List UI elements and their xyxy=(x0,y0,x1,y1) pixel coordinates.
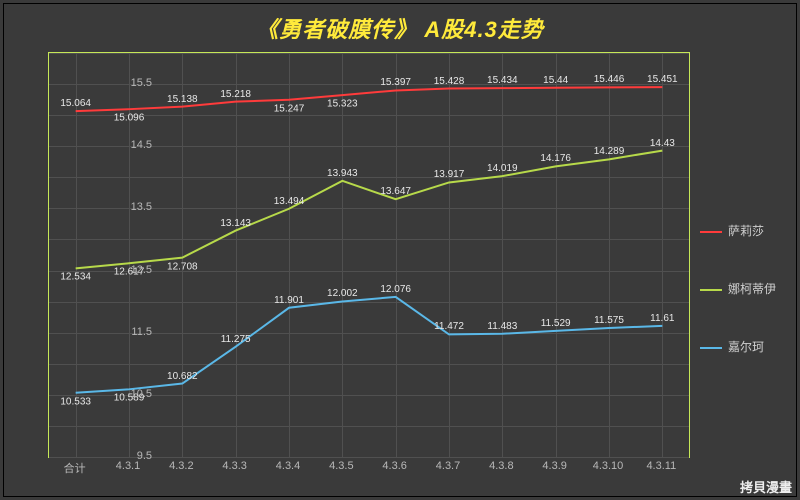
data-label: 10.533 xyxy=(60,396,91,407)
legend-swatch xyxy=(700,289,722,291)
data-label: 15.44 xyxy=(543,75,568,86)
x-axis-label: 4.3.8 xyxy=(489,460,513,472)
data-label: 11.483 xyxy=(487,321,517,332)
data-label: 15.096 xyxy=(114,112,145,123)
y-axis-label: 13.5 xyxy=(131,201,152,213)
x-axis-label: 4.3.6 xyxy=(382,460,406,472)
data-label: 11.61 xyxy=(650,313,674,324)
legend-label: 萨莉莎 xyxy=(728,224,764,238)
x-axis-label: 4.3.7 xyxy=(436,460,460,472)
data-label: 13.647 xyxy=(380,186,411,197)
legend-swatch xyxy=(700,231,722,233)
data-label: 15.434 xyxy=(487,75,518,86)
series-line xyxy=(76,297,663,393)
legend-label: 嘉尔珂 xyxy=(728,340,764,354)
data-label: 12.076 xyxy=(380,284,411,295)
data-label: 13.494 xyxy=(274,196,305,207)
data-label: 15.218 xyxy=(220,88,251,99)
data-label: 13.143 xyxy=(220,217,251,228)
x-axis-label: 4.3.11 xyxy=(646,460,676,472)
legend-item: 娜柯蒂伊 xyxy=(700,280,776,297)
data-label: 14.176 xyxy=(540,153,571,164)
legend-swatch xyxy=(700,347,722,349)
data-label: 11.472 xyxy=(434,321,464,332)
data-label: 11.901 xyxy=(274,295,304,306)
data-label: 14.43 xyxy=(650,137,675,148)
legend-label: 娜柯蒂伊 xyxy=(728,282,776,296)
data-label: 15.397 xyxy=(380,77,411,88)
data-label: 13.917 xyxy=(434,169,465,180)
chart-title: 《勇者破膜传》 A股4.3走势 xyxy=(0,12,800,44)
data-label: 12.708 xyxy=(167,261,198,272)
x-axis-label: 4.3.3 xyxy=(222,460,246,472)
x-axis-label: 4.3.4 xyxy=(276,460,300,472)
data-label: 15.323 xyxy=(327,98,358,109)
data-label: 11.575 xyxy=(594,315,624,326)
data-label: 12.534 xyxy=(60,272,91,283)
data-label: 15.451 xyxy=(647,74,678,85)
data-label: 14.019 xyxy=(487,163,518,174)
data-label: 15.446 xyxy=(594,74,625,85)
legend-item: 嘉尔珂 xyxy=(700,338,764,355)
x-axis-label: 4.3.5 xyxy=(329,460,353,472)
y-axis-label: 11.5 xyxy=(131,326,152,338)
x-axis-label: 合计 xyxy=(64,460,86,476)
data-label: 15.064 xyxy=(60,98,91,109)
data-label: 15.428 xyxy=(434,75,465,86)
x-axis-label: 4.3.10 xyxy=(593,460,624,472)
data-label: 13.943 xyxy=(327,168,358,179)
legend-item: 萨莉莎 xyxy=(700,222,764,239)
data-label: 11.529 xyxy=(541,318,571,329)
data-label: 10.682 xyxy=(167,370,198,381)
watermark: 拷貝漫畫 xyxy=(740,477,792,496)
y-axis-label: 14.5 xyxy=(131,139,152,151)
data-label: 15.247 xyxy=(274,103,305,114)
y-axis-label: 15.5 xyxy=(131,77,152,89)
x-axis-label: 4.3.9 xyxy=(542,460,566,472)
data-label: 15.138 xyxy=(167,93,198,104)
series-line xyxy=(76,87,663,111)
y-axis-label: 12.5 xyxy=(131,264,152,276)
x-axis-label: 4.3.2 xyxy=(169,460,193,472)
data-label: 12.002 xyxy=(327,288,358,299)
series-line xyxy=(76,151,663,269)
data-label: 11.275 xyxy=(221,333,251,344)
data-label: 14.289 xyxy=(594,146,625,157)
x-axis-label: 4.3.1 xyxy=(116,460,140,472)
y-axis-label: 10.5 xyxy=(131,388,152,400)
